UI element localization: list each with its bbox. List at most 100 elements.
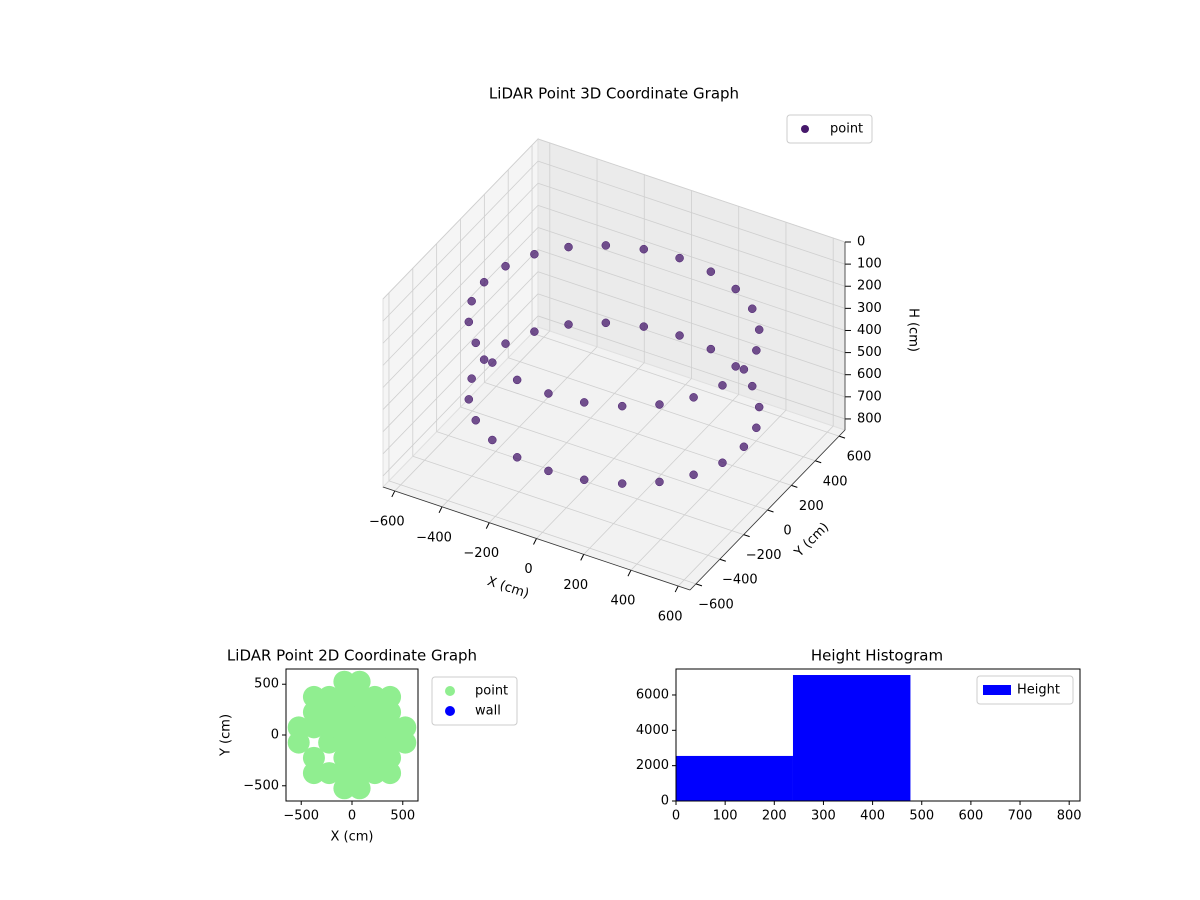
point <box>318 685 341 708</box>
y-tick-label: 0 <box>661 794 669 809</box>
point <box>318 762 341 785</box>
point <box>501 261 510 271</box>
legend-swatch <box>983 685 1011 695</box>
point <box>348 685 371 708</box>
tick-mark <box>485 522 490 529</box>
point <box>706 344 716 354</box>
tick-mark <box>674 585 679 593</box>
point <box>706 267 716 276</box>
point <box>333 731 356 754</box>
z-tick-label: 200 <box>857 279 882 294</box>
point <box>302 685 325 708</box>
y-axis-label: Y (cm) <box>219 714 234 757</box>
y-tick-label: 500 <box>254 677 279 692</box>
y-tick-label: 6000 <box>636 687 669 702</box>
point <box>471 338 481 348</box>
grid-line <box>382 182 539 344</box>
y-tick-label: 600 <box>847 450 872 465</box>
grid-line <box>382 293 539 455</box>
tick-mark <box>815 460 822 464</box>
point <box>739 442 749 452</box>
x-tick-label: 300 <box>811 809 836 824</box>
z-tick-label: 300 <box>857 301 882 316</box>
point <box>501 339 510 348</box>
point <box>363 716 386 739</box>
legend-label: wall <box>475 704 501 719</box>
x-tick-label: −600 <box>369 514 405 529</box>
grid-line <box>460 406 768 511</box>
point <box>333 701 356 724</box>
grid-line <box>382 315 539 477</box>
grid-line <box>537 315 846 420</box>
legend-label: Height <box>1017 683 1060 698</box>
point <box>287 716 310 739</box>
point <box>363 701 386 724</box>
point <box>471 416 481 425</box>
bar <box>792 675 911 801</box>
grid-line <box>412 455 720 560</box>
x-tick-label: 100 <box>713 809 738 824</box>
point <box>379 716 402 739</box>
point <box>333 746 356 769</box>
y-tick-label: 0 <box>271 728 279 743</box>
point <box>287 731 310 754</box>
tick-mark <box>533 538 537 545</box>
point <box>530 327 539 336</box>
point <box>488 358 497 367</box>
point <box>655 400 664 409</box>
chart-title: LiDAR Point 3D Coordinate Graph <box>489 85 739 103</box>
grid-line <box>382 271 539 432</box>
x-tick-label: −200 <box>463 546 499 561</box>
tick-mark <box>791 484 798 488</box>
point <box>467 296 476 306</box>
legend-label: point <box>475 684 508 699</box>
point <box>675 253 684 263</box>
point <box>479 355 489 364</box>
point <box>512 375 522 385</box>
x-tick-label: 0 <box>524 562 532 577</box>
z-tick-label: 800 <box>857 411 882 426</box>
x-tick-label: 800 <box>1057 809 1082 824</box>
point <box>530 249 539 259</box>
tick-mark <box>391 490 396 498</box>
point <box>394 716 417 739</box>
point <box>379 746 402 769</box>
point <box>348 777 371 800</box>
grid-line <box>382 160 539 322</box>
point <box>655 477 664 487</box>
point <box>747 381 757 391</box>
z-axis-label: H (cm) <box>906 308 921 352</box>
chart-title: Height Histogram <box>811 647 943 665</box>
point <box>601 318 611 328</box>
point <box>689 393 698 402</box>
point <box>675 331 684 340</box>
point <box>333 670 356 693</box>
grid-line <box>537 227 846 331</box>
grid-line <box>537 138 846 243</box>
point <box>363 685 386 708</box>
grid-line <box>537 160 846 265</box>
point <box>544 389 553 398</box>
point <box>479 277 489 287</box>
y-tick-label: −500 <box>243 778 279 793</box>
grid-line <box>537 293 846 398</box>
point <box>379 701 402 724</box>
point <box>379 762 402 785</box>
legend-swatch <box>445 686 455 696</box>
point <box>348 746 371 769</box>
y-tick-label: −400 <box>722 573 758 588</box>
point <box>302 716 325 739</box>
grid-line <box>537 204 846 309</box>
y-tick-label: 4000 <box>636 723 669 738</box>
point <box>394 731 417 754</box>
y-tick-label: −200 <box>746 548 782 563</box>
x-tick-label: 400 <box>860 809 885 824</box>
x-tick-label: 200 <box>563 578 588 593</box>
point <box>689 470 698 480</box>
point <box>363 746 386 769</box>
x-tick-label: 600 <box>658 610 683 625</box>
tick-mark <box>580 554 585 561</box>
z-tick-label: 700 <box>857 389 882 404</box>
point <box>333 762 356 785</box>
